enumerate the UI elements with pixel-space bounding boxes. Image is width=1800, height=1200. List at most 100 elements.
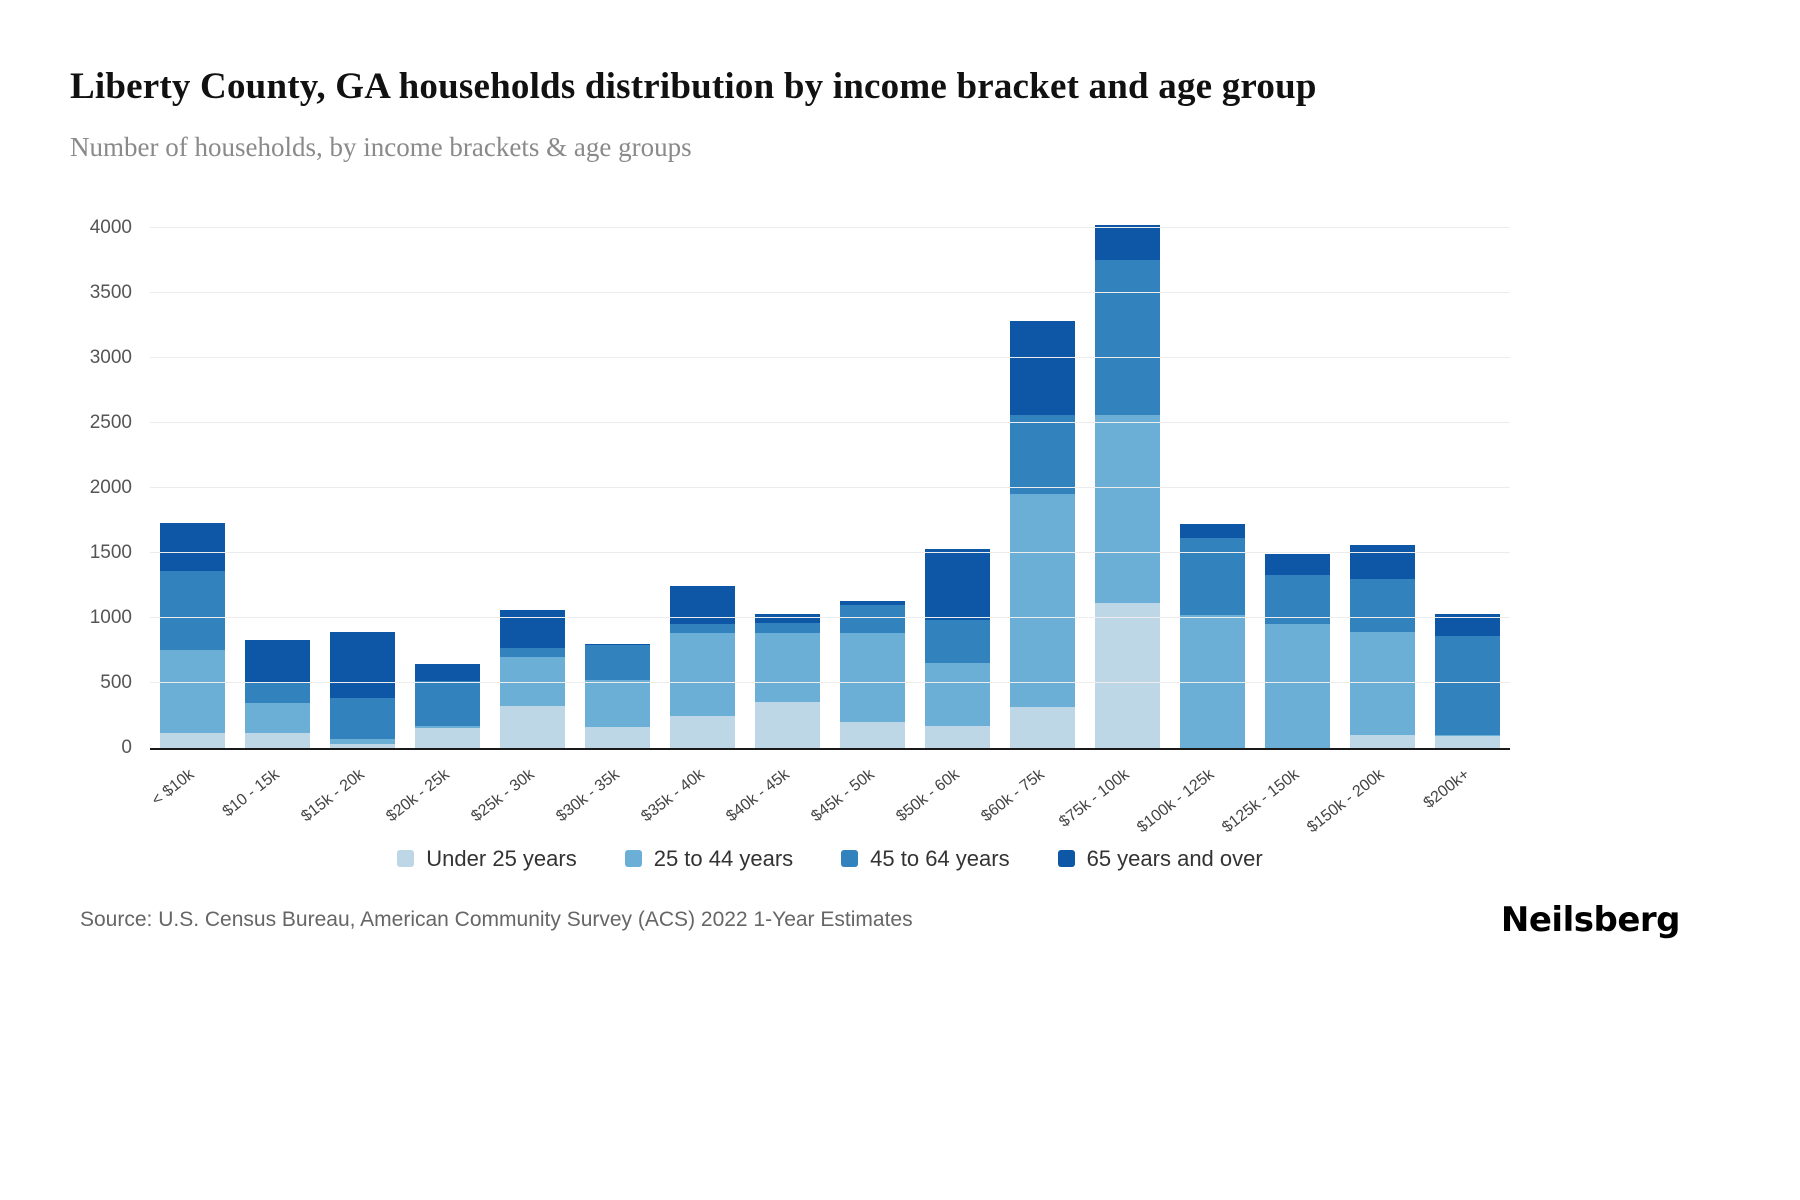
bar-segment[interactable]	[414, 681, 481, 726]
legend-item[interactable]: 45 to 64 years	[841, 846, 1010, 872]
bar-segment[interactable]	[1094, 603, 1161, 748]
stacked-bar[interactable]	[669, 586, 736, 748]
bar-segment[interactable]	[159, 522, 226, 571]
stacked-bar[interactable]	[414, 664, 481, 748]
stacked-bar[interactable]	[1349, 544, 1416, 748]
bar-segment[interactable]	[1094, 225, 1161, 261]
bar-segment[interactable]	[1349, 578, 1416, 632]
legend-swatch-icon	[624, 850, 642, 868]
stacked-bar[interactable]	[754, 613, 821, 748]
x-label-slot: < $10k	[148, 750, 235, 842]
x-label-slot: $35k - 40k	[638, 750, 745, 842]
stacked-bar[interactable]	[329, 631, 396, 748]
bar-segment[interactable]	[1434, 735, 1501, 748]
stacked-bar[interactable]	[584, 643, 651, 748]
x-label-slot: $75k - 100k	[1056, 750, 1170, 842]
bar-segment[interactable]	[1434, 635, 1501, 735]
bar-segment[interactable]	[159, 650, 226, 734]
bar-segment[interactable]	[754, 633, 821, 703]
bar-segment[interactable]	[244, 639, 311, 683]
bar-segment[interactable]	[839, 600, 906, 605]
x-label-slot: $150k - 200k	[1304, 750, 1425, 842]
stacked-bar[interactable]	[1094, 225, 1161, 748]
bar-segment[interactable]	[329, 631, 396, 699]
bar-segment[interactable]	[159, 733, 226, 748]
y-axis-tick-label: 2000	[89, 476, 132, 498]
x-label-slot: $100k - 125k	[1134, 750, 1255, 842]
bar-segment[interactable]	[329, 743, 396, 748]
bar-segment[interactable]	[414, 664, 481, 682]
bar-segment[interactable]	[754, 622, 821, 634]
bar-segment[interactable]	[1434, 734, 1501, 736]
page-title: Liberty County, GA households distributi…	[70, 66, 1317, 107]
stacked-bar[interactable]	[499, 609, 566, 748]
bar-segment[interactable]	[754, 613, 821, 623]
bar-segment[interactable]	[1179, 538, 1246, 616]
bar-segment[interactable]	[669, 586, 736, 625]
stacked-bar[interactable]	[1009, 321, 1076, 748]
legend-item[interactable]: 65 years and over	[1057, 846, 1263, 872]
bar-segment[interactable]	[584, 726, 651, 748]
bar-segment[interactable]	[584, 643, 651, 645]
stacked-bar[interactable]	[1434, 613, 1501, 748]
stacked-bar[interactable]	[1179, 524, 1246, 748]
bar-segment[interactable]	[669, 624, 736, 634]
bar-segment[interactable]	[1434, 613, 1501, 636]
bar-segment[interactable]	[159, 570, 226, 651]
bar-segment[interactable]	[924, 548, 991, 621]
bar-slot	[830, 203, 915, 748]
bar-segment[interactable]	[244, 703, 311, 734]
bar-segment[interactable]	[754, 702, 821, 748]
legend-item[interactable]: Under 25 years	[397, 846, 577, 872]
bar-segment[interactable]	[1349, 734, 1416, 748]
bar-segment[interactable]	[499, 656, 566, 707]
bar-segment[interactable]	[669, 633, 736, 717]
bar-segment[interactable]	[1009, 321, 1076, 415]
bar-slot	[235, 203, 320, 748]
x-axis-tick-label: < $10k	[148, 765, 198, 809]
bar-segment[interactable]	[244, 733, 311, 748]
bar-segment[interactable]	[1179, 524, 1246, 539]
bar-segment[interactable]	[1009, 707, 1076, 748]
bar-slot	[745, 203, 830, 748]
bar-segment[interactable]	[1264, 624, 1331, 748]
bar-segment[interactable]	[1009, 414, 1076, 495]
bar-segment[interactable]	[669, 716, 736, 748]
x-label-slot: $60k - 75k	[978, 750, 1085, 842]
legend-item[interactable]: 25 to 44 years	[624, 846, 793, 872]
bar-slot	[320, 203, 405, 748]
stacked-bar[interactable]	[159, 522, 226, 748]
bar-segment[interactable]	[1264, 553, 1331, 575]
bar-segment[interactable]	[414, 725, 481, 729]
gridline	[150, 681, 1510, 683]
bar-segment[interactable]	[924, 620, 991, 664]
bar-segment[interactable]	[329, 738, 396, 744]
legend-swatch-icon	[841, 850, 859, 868]
gridline	[150, 551, 1510, 553]
bar-segment[interactable]	[924, 725, 991, 748]
bar-segment[interactable]	[499, 647, 566, 657]
bar-segment[interactable]	[1094, 414, 1161, 604]
bar-segment[interactable]	[839, 604, 906, 634]
source-note: Source: U.S. Census Bureau, American Com…	[80, 907, 913, 931]
bar-segment[interactable]	[839, 721, 906, 748]
bar-segment[interactable]	[499, 706, 566, 748]
bar-segment[interactable]	[499, 609, 566, 648]
bar-segment[interactable]	[1264, 574, 1331, 625]
bar-segment[interactable]	[1349, 631, 1416, 735]
bar-segment[interactable]	[584, 680, 651, 727]
bar-segment[interactable]	[1349, 544, 1416, 579]
bar-segment[interactable]	[839, 633, 906, 722]
bar-segment[interactable]	[1094, 260, 1161, 415]
stacked-bar[interactable]	[924, 548, 991, 748]
stacked-bar[interactable]	[839, 600, 906, 748]
stacked-bar[interactable]	[244, 639, 311, 748]
stacked-bar[interactable]	[1264, 553, 1331, 748]
bar-segment[interactable]	[329, 698, 396, 739]
bar-segment[interactable]	[584, 644, 651, 681]
bar-segment[interactable]	[414, 728, 481, 748]
bar-segment[interactable]	[1179, 615, 1246, 748]
bar-segment[interactable]	[244, 682, 311, 704]
bar-segment[interactable]	[924, 663, 991, 726]
bar-segment[interactable]	[1009, 494, 1076, 708]
